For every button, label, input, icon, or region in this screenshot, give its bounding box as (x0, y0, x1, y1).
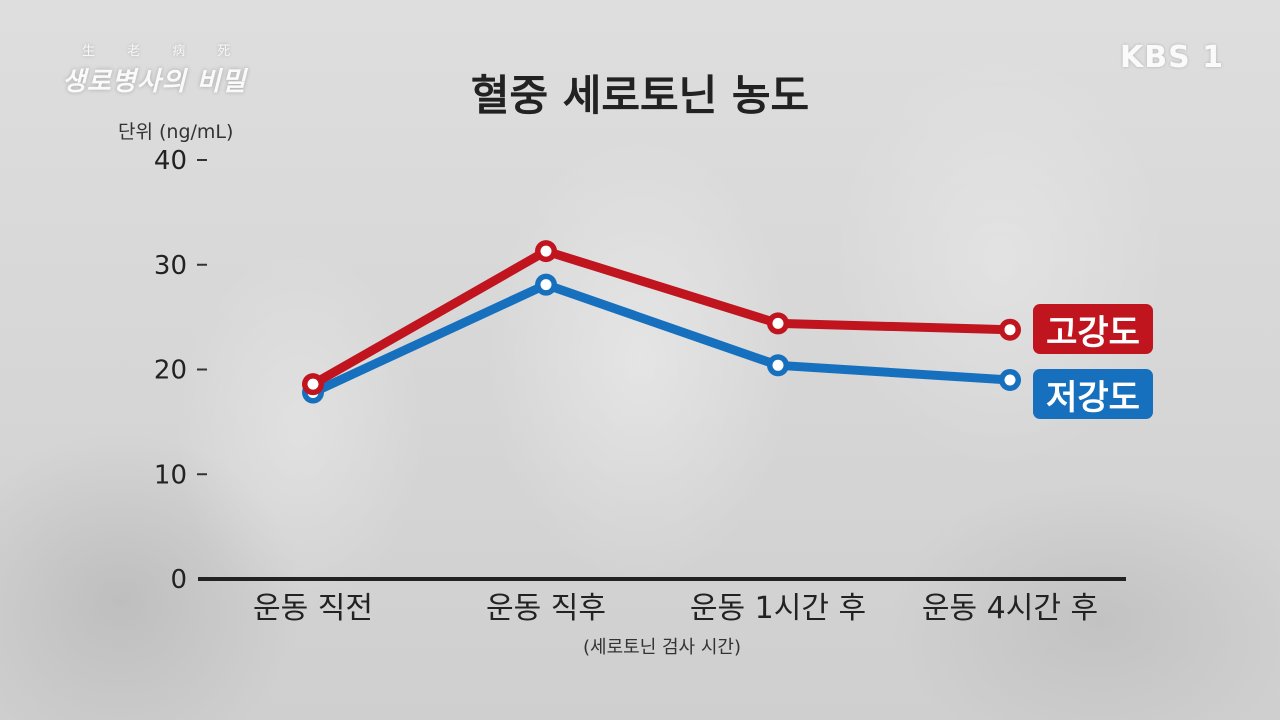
data-point (535, 240, 557, 263)
legend-high-intensity: 고강도 (1033, 304, 1153, 354)
y-tick-label: 0 (170, 565, 187, 595)
x-axis-title: (세로토닌 검사 시간) (583, 637, 741, 658)
y-axis-ticks: 0 10 20 30 40 (154, 146, 207, 595)
y-tick-label: 20 (154, 356, 187, 386)
series-line (308, 280, 1015, 398)
y-tick-label: 10 (154, 460, 187, 490)
data-point (767, 354, 789, 377)
x-tick-label: 운동 직후 (486, 591, 606, 626)
chart-title: 혈중 세로토닌 농도 (470, 71, 810, 120)
x-tick-label: 운동 1시간 후 (690, 591, 866, 626)
x-tick-label: 운동 직전 (253, 591, 373, 626)
data-point (302, 373, 324, 396)
x-tick-label: 운동 4시간 후 (922, 591, 1098, 626)
unit-label: 단위 (ng/mL) (118, 121, 234, 143)
series-points (302, 240, 1021, 404)
program-logo-title: 생로병사의 비밀 (62, 67, 247, 97)
x-axis-labels: 운동 직전 운동 직후 운동 1시간 후 운동 4시간 후 (253, 591, 1098, 626)
legend-low-intensity: 저강도 (1033, 369, 1153, 419)
y-tick-label: 30 (154, 251, 187, 281)
broadcaster-logo: KBS 1 (1119, 40, 1224, 75)
y-tick-label: 40 (154, 146, 187, 176)
series-lines (308, 246, 1015, 398)
data-point (767, 312, 789, 335)
data-point (999, 368, 1021, 391)
program-logo: 生 老 病 死 생로병사의 비밀 (62, 40, 247, 98)
data-point (999, 318, 1021, 341)
program-logo-hanja: 生 老 病 死 (82, 44, 245, 59)
series-line (308, 246, 1015, 389)
data-point (535, 273, 557, 296)
